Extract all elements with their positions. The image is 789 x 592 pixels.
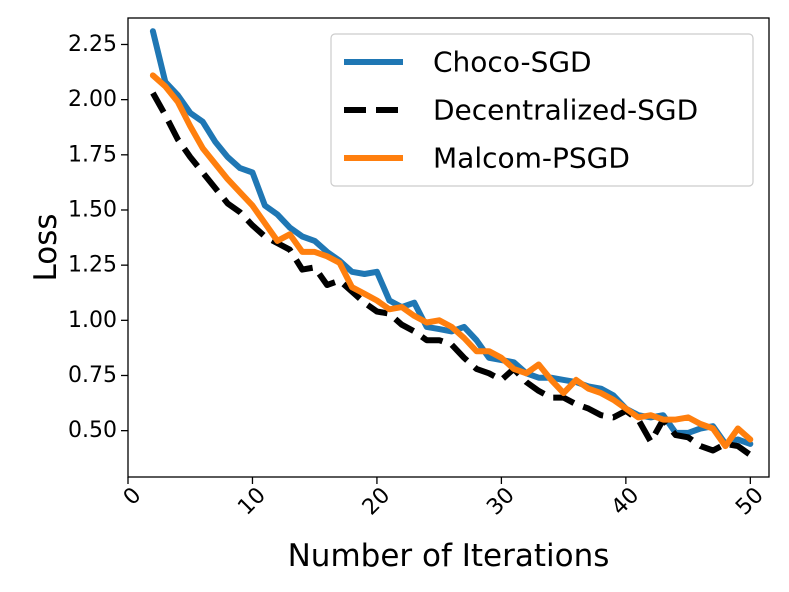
legend-box (330, 33, 754, 187)
y-tick-label: 1.75 (68, 142, 117, 167)
y-tick-label: 2.00 (68, 87, 117, 112)
y-tick-label: 2.25 (68, 32, 117, 57)
legend: Choco-SGD Decentralized-SGD Malcom-PSGD (330, 33, 754, 187)
x-tick-label: 30 (482, 483, 519, 520)
y-tick-label: 1.00 (68, 308, 117, 333)
x-tick-label: 40 (607, 483, 644, 520)
series-line-malcom-psgd (149, 72, 754, 450)
y-tick-label: 0.50 (68, 418, 117, 443)
x-tick-label: 50 (731, 483, 768, 520)
series-line-decentralized-sgd (150, 91, 753, 458)
y-tick-label: 1.50 (68, 197, 117, 222)
x-axis-label: Number of Iterations (288, 538, 610, 574)
x-tick-label: 20 (358, 483, 395, 520)
series-lines (149, 28, 754, 458)
x-tick-label: 10 (233, 483, 270, 520)
y-tick-label: 0.75 (68, 363, 117, 388)
x-tick-label: 0 (119, 483, 147, 511)
plot-frame (127, 17, 770, 478)
y-axis-label: Loss (28, 214, 64, 282)
legend-label: Choco-SGD (433, 46, 592, 79)
y-tick-label: 1.25 (68, 253, 117, 278)
legend-label: Malcom-PSGD (433, 142, 630, 175)
legend-label: Decentralized-SGD (433, 94, 698, 127)
